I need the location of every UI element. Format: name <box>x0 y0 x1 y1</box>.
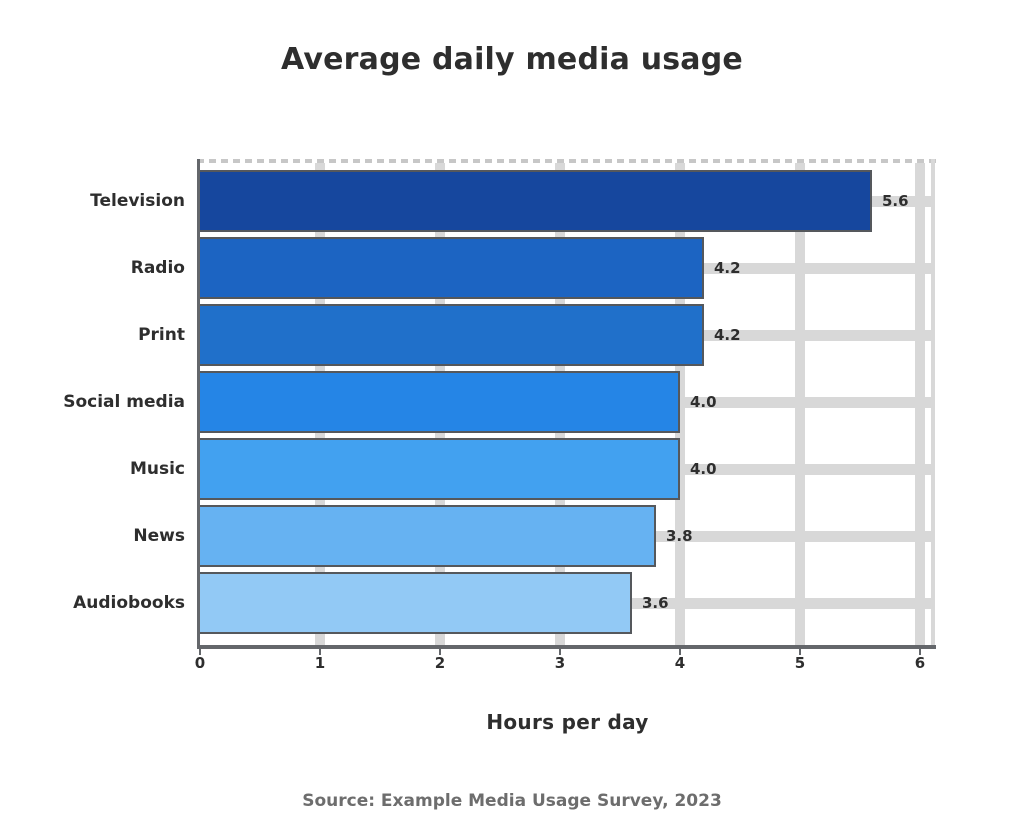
x-axis-tick-mark <box>439 649 441 655</box>
x-axis-tick-label: 6 <box>914 654 926 672</box>
axis-spine-left <box>197 159 200 649</box>
axis-spine-bottom <box>197 645 936 649</box>
y-axis-label: Radio <box>130 258 185 278</box>
y-axis-label: Music <box>129 459 185 479</box>
bar-value-label: 4.0 <box>690 393 717 411</box>
x-axis-tick-label: 4 <box>674 654 686 672</box>
x-axis-tick-label: 2 <box>434 654 446 672</box>
y-axis-label: Television <box>90 191 185 211</box>
bar-value-label: 4.0 <box>690 460 717 478</box>
bar <box>200 304 704 366</box>
x-axis-tick-label: 0 <box>194 654 206 672</box>
grid-line-vertical <box>915 163 925 645</box>
bar-value-label: 4.2 <box>714 326 741 344</box>
bar <box>200 505 656 567</box>
grid-line-vertical <box>795 163 805 645</box>
y-axis-label: Social media <box>63 392 185 412</box>
source-caption: Source: Example Media Usage Survey, 2023 <box>302 791 722 811</box>
x-axis-tick-label: 5 <box>794 654 806 672</box>
x-axis-tick-mark <box>679 649 681 655</box>
x-axis-tick-label: 3 <box>554 654 566 672</box>
plot-area: 0 1 2 3 4 5 6 5.6 4.2 4.2 4.0 4.0 3.8 3.6 <box>195 159 936 672</box>
bar <box>200 371 680 433</box>
x-axis-tick-mark <box>319 649 321 655</box>
y-axis-label: Print <box>138 325 185 345</box>
y-axis-label: Audiobooks <box>73 593 185 613</box>
x-axis-tick-mark <box>799 649 801 655</box>
bar-value-label: 3.6 <box>642 594 669 612</box>
x-axis-tick-label: 1 <box>314 654 326 672</box>
grid-line-vertical <box>675 163 685 645</box>
bar <box>200 572 632 634</box>
chart-title: Average daily media usage <box>281 42 743 77</box>
x-axis-tick-mark <box>559 649 561 655</box>
bar-value-label: 5.6 <box>882 192 909 210</box>
bar <box>200 237 704 299</box>
bar <box>200 438 680 500</box>
plot-frame-top <box>197 159 936 163</box>
plot-frame-right <box>931 159 935 649</box>
bar <box>200 170 872 232</box>
x-axis-tick-mark <box>919 649 921 655</box>
bar-value-label: 3.8 <box>666 527 693 545</box>
x-axis-tick-mark <box>199 649 201 655</box>
bar-value-label: 4.2 <box>714 259 741 277</box>
x-axis-label: Hours per day <box>486 710 649 734</box>
y-axis-label: News <box>133 526 185 546</box>
